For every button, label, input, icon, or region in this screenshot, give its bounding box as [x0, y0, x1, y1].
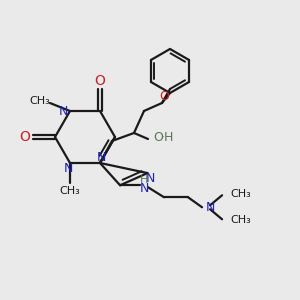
Text: N: N — [146, 172, 155, 184]
Text: O: O — [94, 74, 105, 88]
Text: ·H: ·H — [161, 131, 174, 145]
Text: CH₃: CH₃ — [60, 186, 80, 196]
Text: N: N — [96, 152, 106, 164]
Text: N: N — [206, 201, 215, 214]
Text: CH₃: CH₃ — [230, 189, 251, 199]
Text: N: N — [58, 104, 68, 118]
Text: N: N — [140, 182, 149, 195]
Text: CH₃: CH₃ — [230, 215, 251, 225]
Text: CH₃: CH₃ — [30, 96, 50, 106]
Text: O: O — [153, 131, 163, 145]
Text: O: O — [20, 130, 30, 144]
Text: H: H — [140, 175, 148, 185]
Text: N: N — [63, 163, 73, 176]
Text: O: O — [159, 91, 169, 103]
